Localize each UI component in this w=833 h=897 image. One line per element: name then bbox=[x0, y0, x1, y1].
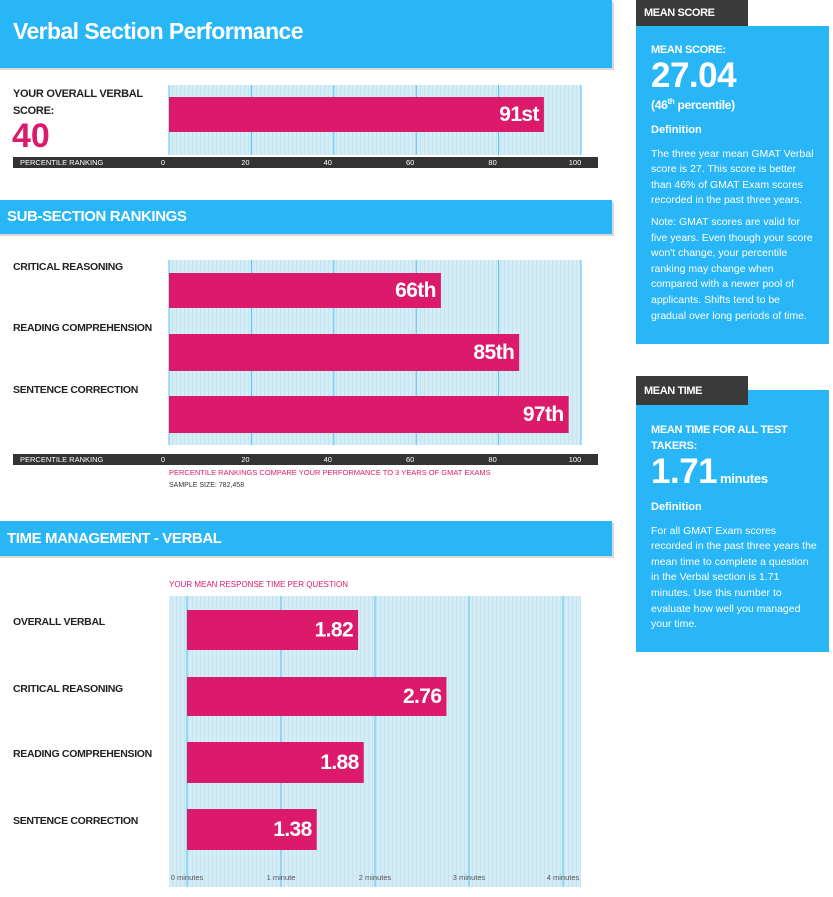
definition-title: Definition bbox=[651, 501, 702, 513]
bar bbox=[187, 610, 359, 650]
x-tick-label: 4 minutes bbox=[547, 873, 580, 882]
bar-value-label: 1.38 bbox=[273, 818, 312, 841]
x-tick-label: 60 bbox=[406, 455, 414, 464]
chart-caption: YOUR MEAN RESPONSE TIME PER QUESTION bbox=[169, 580, 348, 589]
category-label: CRITICAL REASONING bbox=[13, 683, 123, 695]
chart-note: PERCENTILE RANKINGS COMPARE YOUR PERFORM… bbox=[169, 468, 491, 477]
title-banner bbox=[0, 0, 612, 68]
sidebar-percentile: (46th percentile) bbox=[651, 94, 817, 113]
overall-label: YOUR OVERALL VERBAL SCORE: bbox=[13, 88, 143, 117]
x-axis-label: PERCENTILE RANKING bbox=[20, 158, 104, 167]
section-banner bbox=[0, 521, 612, 556]
x-tick-label: 40 bbox=[324, 455, 332, 464]
paragraph: For all GMAT Exam scores recorded in the… bbox=[651, 524, 817, 631]
category-label: READING COMPREHENSION bbox=[13, 322, 152, 334]
x-tick-label: 0 bbox=[161, 158, 165, 167]
sidebar-value-row: 1.71 minutes bbox=[651, 454, 817, 490]
bar-value-label: 1.88 bbox=[320, 751, 359, 774]
bar bbox=[169, 273, 441, 308]
sidebar-tab: MEAN TIME bbox=[636, 376, 748, 405]
axis-bar bbox=[13, 454, 598, 465]
axis-bar bbox=[13, 157, 598, 168]
sidebar-heading: MEAN SCORE: bbox=[651, 44, 726, 56]
x-tick-label: 1 minute bbox=[267, 873, 296, 882]
paragraph: Note: GMAT scores are valid for five yea… bbox=[651, 215, 813, 322]
bar-value-label: 2.76 bbox=[403, 685, 441, 708]
x-tick-label: 0 minutes bbox=[171, 873, 204, 882]
bar bbox=[169, 334, 520, 371]
definition-title: Definition bbox=[651, 124, 702, 136]
section-title: TIME MANAGEMENT - VERBAL bbox=[7, 530, 222, 547]
sidebar-tab: MEAN SCORE bbox=[636, 0, 748, 26]
sidebar-value: 1.71 bbox=[651, 452, 718, 491]
bar-value-label: 97th bbox=[523, 403, 564, 426]
x-tick-label: 40 bbox=[324, 158, 332, 167]
bar bbox=[187, 742, 364, 783]
sidebar-value: 27.04 bbox=[651, 56, 737, 95]
section-banner bbox=[0, 200, 612, 234]
x-axis-label: PERCENTILE RANKING bbox=[20, 455, 104, 464]
page-title: Verbal Section Performance bbox=[13, 18, 303, 44]
sidebar-box: MEAN SCORE: 27.04 (46th percentile) Defi… bbox=[636, 26, 829, 344]
overall-score: 40 bbox=[12, 117, 50, 155]
paragraph: The three year mean GMAT Verbal score is… bbox=[651, 147, 814, 207]
x-tick-label: 100 bbox=[569, 158, 582, 167]
bar bbox=[169, 396, 569, 433]
x-tick-label: 100 bbox=[569, 455, 582, 464]
sidebar-heading: MEAN TIME FOR ALL TEST TAKERS: bbox=[651, 424, 788, 452]
bar bbox=[187, 677, 447, 716]
x-tick-label: 80 bbox=[488, 455, 496, 464]
sidebar-unit: minutes bbox=[720, 471, 768, 486]
bar-value-label: 91st bbox=[499, 103, 539, 126]
x-tick-label: 80 bbox=[488, 158, 496, 167]
x-tick-label: 20 bbox=[241, 455, 249, 464]
sample-size: SAMPLE SIZE: 782,458 bbox=[169, 482, 244, 489]
bar-value-label: 66th bbox=[395, 279, 436, 302]
sidebar-box: MEAN TIME FOR ALL TEST TAKERS: 1.71 minu… bbox=[636, 390, 829, 652]
category-label: SENTENCE CORRECTION bbox=[13, 384, 138, 396]
category-label: OVERALL VERBAL bbox=[13, 616, 106, 628]
category-label: CRITICAL REASONING bbox=[13, 261, 123, 273]
x-tick-label: 3 minutes bbox=[453, 873, 486, 882]
section-title: SUB-SECTION RANKINGS bbox=[7, 208, 187, 225]
x-tick-label: 0 bbox=[161, 455, 165, 464]
x-tick-label: 20 bbox=[241, 158, 249, 167]
x-tick-label: 60 bbox=[406, 158, 414, 167]
bar-value-label: 1.82 bbox=[315, 619, 353, 642]
text: percentile) bbox=[674, 98, 735, 112]
text: (46 bbox=[651, 98, 668, 112]
bar bbox=[187, 809, 317, 850]
category-label: SENTENCE CORRECTION bbox=[13, 815, 138, 827]
text: th bbox=[667, 97, 675, 106]
category-label: READING COMPREHENSION bbox=[13, 748, 152, 760]
bar-value-label: 85th bbox=[473, 341, 514, 364]
bar bbox=[169, 97, 544, 132]
x-tick-label: 2 minutes bbox=[359, 873, 392, 882]
